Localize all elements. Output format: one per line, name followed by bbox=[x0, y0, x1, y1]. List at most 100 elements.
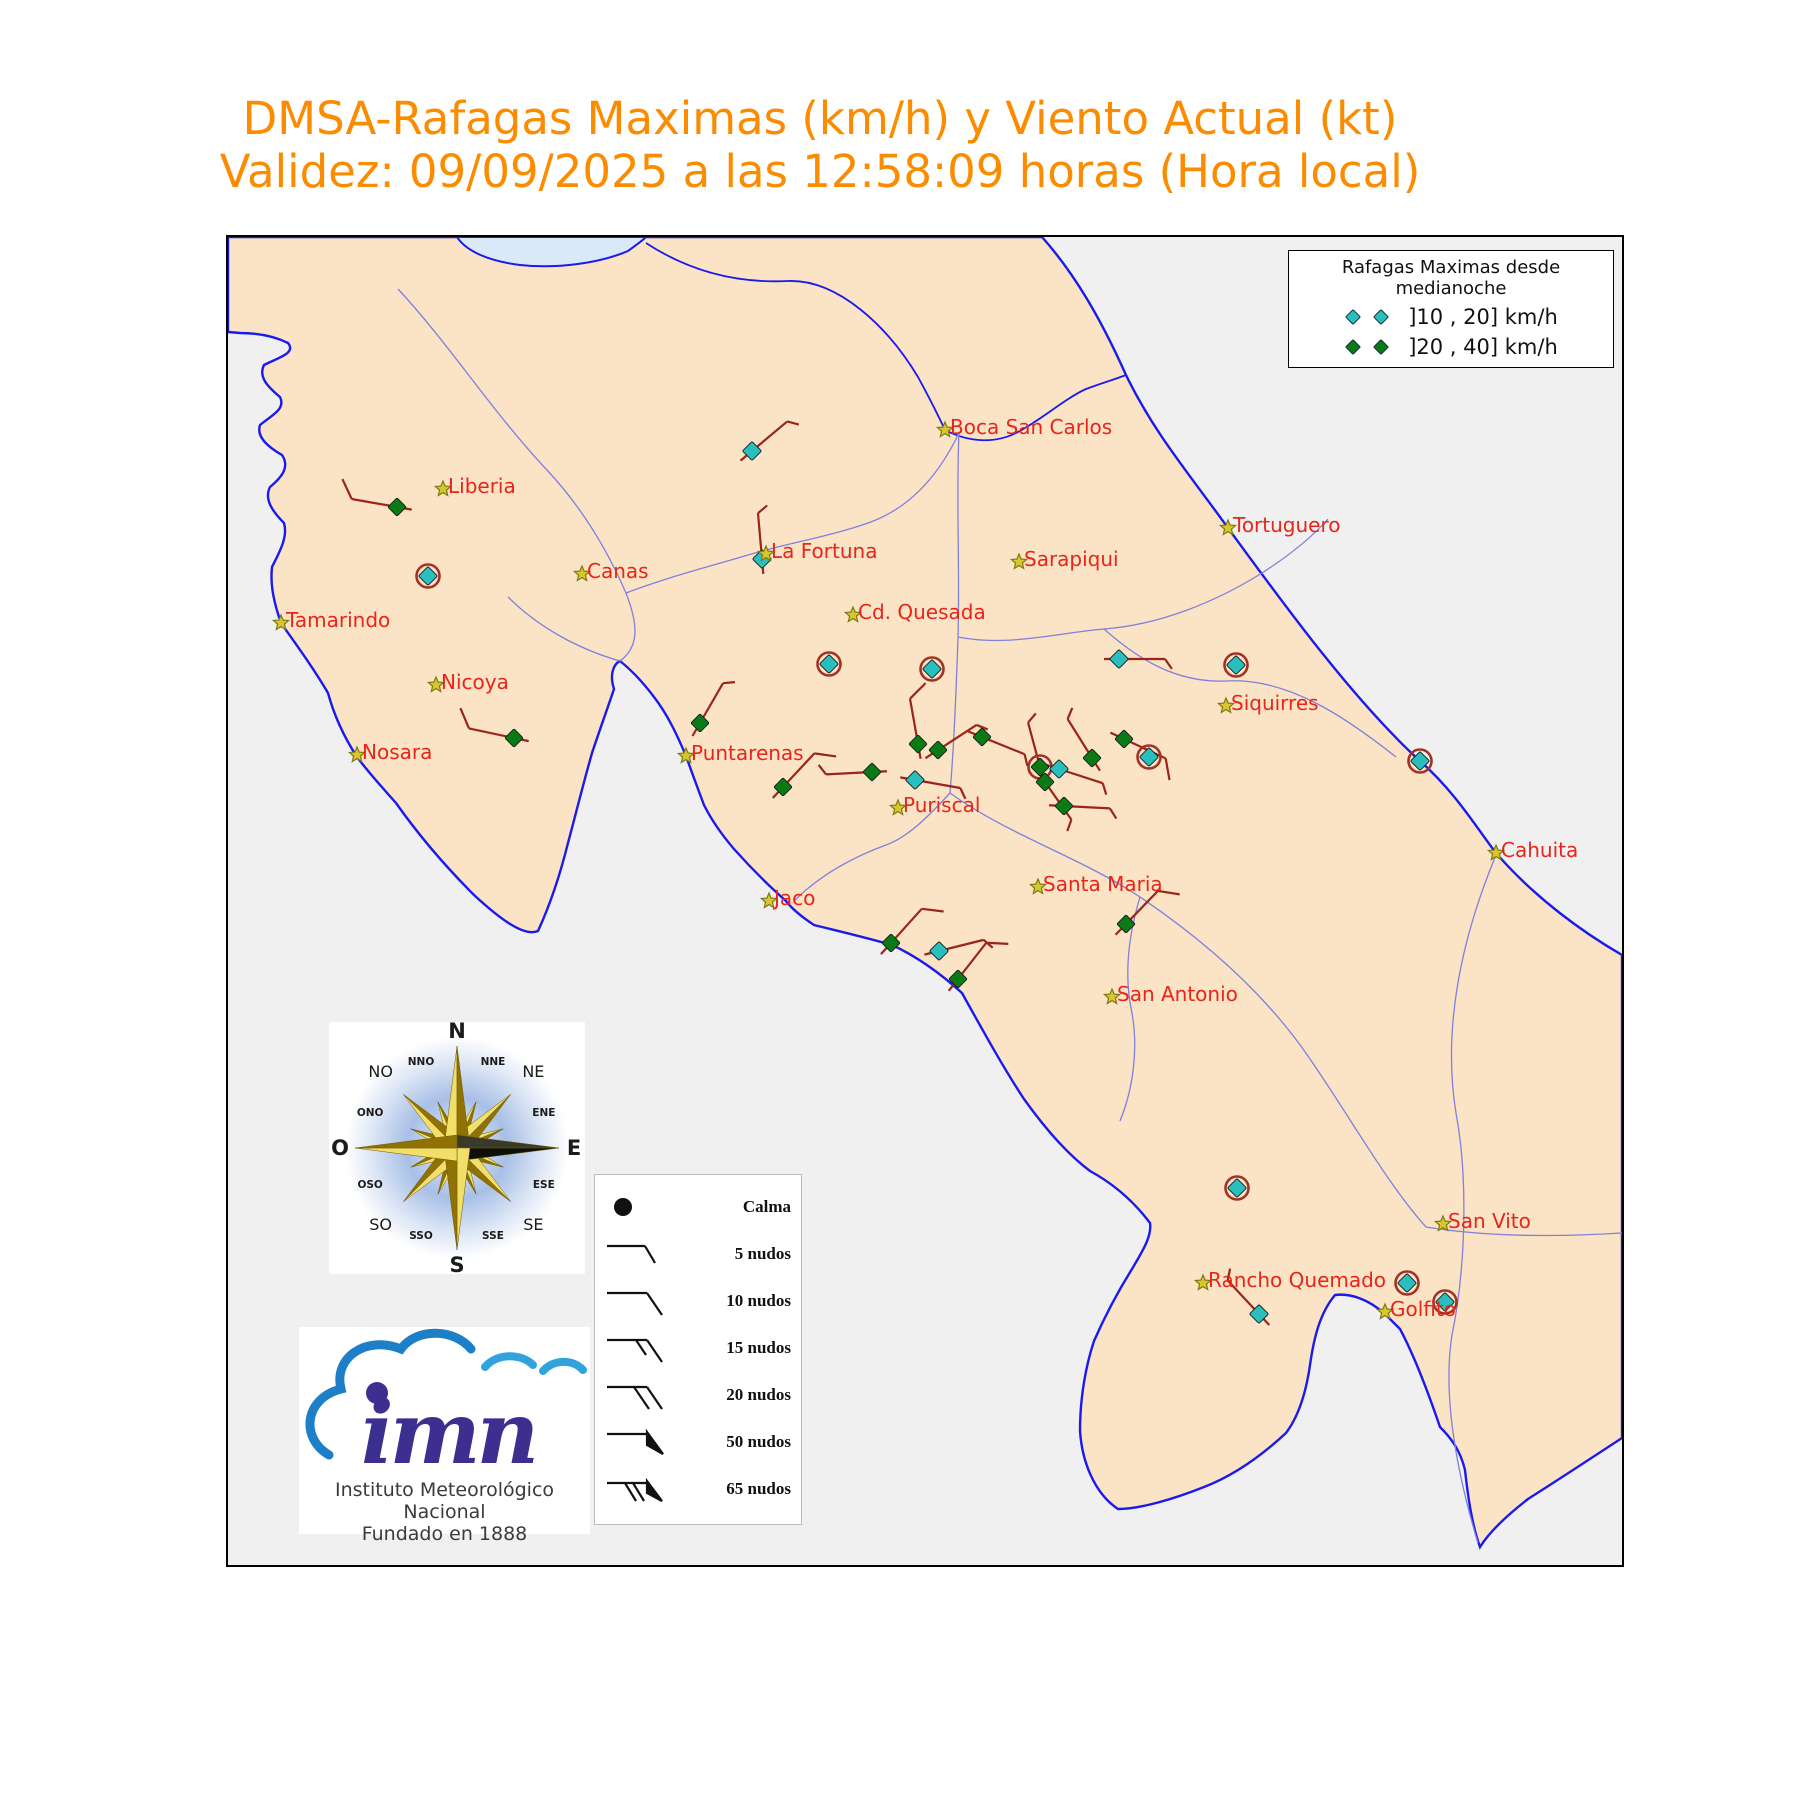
city: Boca San Carlos bbox=[935, 415, 1112, 439]
cloud-outline bbox=[305, 1328, 476, 1460]
city: San Antonio bbox=[1102, 982, 1238, 1006]
station-marker bbox=[1035, 772, 1055, 792]
city-star-icon bbox=[676, 746, 696, 764]
wind-barb-legend: Calma 5 nudos 10 nudos 15 nudos 20 nudos 50 n… bbox=[594, 1174, 802, 1525]
city-label: Tortuguero bbox=[1232, 513, 1341, 537]
costa-rica-map: Liberia Canas Tamarindo Nicoya Nosara Puntare… bbox=[228, 237, 1622, 1550]
compass-label: ENE bbox=[532, 1107, 555, 1119]
city-star-icon bbox=[1375, 1302, 1395, 1320]
station-marker bbox=[1394, 1270, 1420, 1296]
logo-mark: imn bbox=[361, 1383, 535, 1477]
wind-legend-label: Calma bbox=[742, 1196, 791, 1216]
city: Rancho Quemado bbox=[1193, 1268, 1386, 1292]
cloud-arc-small-2 bbox=[539, 1357, 587, 1375]
city: San Vito bbox=[1433, 1209, 1531, 1233]
city: Cahuita bbox=[1486, 838, 1578, 862]
station-ring bbox=[1394, 1270, 1420, 1296]
station-ring bbox=[919, 656, 945, 682]
green-gust-marker bbox=[862, 762, 882, 782]
green-gust-marker bbox=[1030, 757, 1050, 777]
city: Puntarenas bbox=[676, 741, 804, 765]
logo-founded-line: Fundado en 1888 bbox=[361, 1523, 528, 1545]
city: Tamarindo bbox=[271, 608, 390, 632]
cyan-gust-marker bbox=[1227, 1178, 1247, 1198]
city: Puriscal bbox=[888, 793, 980, 817]
gust-diamond-icon bbox=[1345, 339, 1361, 355]
city-star-icon bbox=[572, 564, 592, 582]
compass-label: NNO bbox=[408, 1056, 435, 1068]
city: Nicoya bbox=[426, 670, 509, 694]
city-label: Cahuita bbox=[1501, 838, 1578, 862]
green-gust-marker bbox=[948, 969, 968, 989]
wind-legend-row: 10 nudos bbox=[605, 1277, 791, 1324]
green-gust-marker bbox=[1035, 772, 1055, 792]
city-label: Cd. Quesada bbox=[858, 600, 986, 624]
station-marker bbox=[1136, 744, 1162, 770]
cyan-gust-marker bbox=[1226, 655, 1246, 675]
station-ring bbox=[1136, 744, 1162, 770]
city: Santa Maria bbox=[1028, 872, 1163, 896]
cyan-gust-marker bbox=[929, 941, 949, 961]
compass-label: S bbox=[449, 1253, 464, 1274]
city: Canas bbox=[572, 559, 649, 583]
title-line-1: DMSA-Rafagas Maximas (km/h) y Viento Act… bbox=[242, 92, 1398, 145]
wind-legend-label: 50 nudos bbox=[726, 1431, 791, 1451]
city-label: Tamarindo bbox=[285, 608, 390, 632]
city-star-icon bbox=[1193, 1273, 1213, 1291]
station-marker bbox=[1054, 796, 1074, 816]
gust-legend-label: ]20 , 40] km/h bbox=[1408, 335, 1558, 359]
wind-legend-label: 15 nudos bbox=[726, 1337, 791, 1357]
station-ring bbox=[816, 651, 842, 677]
compass-label: NO bbox=[368, 1062, 393, 1081]
station-marker bbox=[928, 740, 948, 760]
city-label: Canas bbox=[587, 559, 649, 583]
wind-barb-symbol-50 bbox=[607, 1428, 664, 1455]
wind-legend-label: 10 nudos bbox=[726, 1290, 791, 1310]
green-gust-marker bbox=[972, 727, 992, 747]
station-marker bbox=[1082, 748, 1102, 768]
station-marker bbox=[1223, 652, 1249, 678]
station-marker bbox=[1407, 748, 1433, 774]
city-star-icon bbox=[1102, 987, 1122, 1005]
green-gust-marker bbox=[504, 728, 524, 748]
city: Siquirres bbox=[1216, 691, 1319, 715]
title-line-2: Validez: 09/09/2025 a las 12:58:09 horas… bbox=[219, 145, 1421, 199]
station-marker bbox=[1114, 729, 1134, 749]
city-label: Puriscal bbox=[903, 793, 980, 817]
wind-barb-symbol-5 bbox=[607, 1244, 656, 1264]
station-ring bbox=[1223, 652, 1249, 678]
compass-label: ESE bbox=[533, 1179, 555, 1191]
station-marker bbox=[905, 770, 925, 790]
city-label: Nosara bbox=[362, 740, 432, 764]
station-ring bbox=[1432, 1289, 1458, 1315]
city-label: Santa Maria bbox=[1043, 872, 1163, 896]
wind-barb-symbol-65 bbox=[607, 1477, 663, 1502]
wind-barb-symbol-20 bbox=[607, 1385, 663, 1410]
city: Jaco bbox=[759, 886, 815, 910]
wind-barb-symbol-15 bbox=[607, 1338, 663, 1363]
station-marker bbox=[862, 762, 882, 782]
station-marker bbox=[690, 713, 710, 733]
station-ring bbox=[415, 563, 441, 589]
gust-legend-row: ]20 , 40] km/h bbox=[1293, 335, 1609, 359]
city-label: Siquirres bbox=[1231, 691, 1319, 715]
wind-legend-label: 5 nudos bbox=[734, 1243, 791, 1263]
city-star-icon bbox=[756, 544, 776, 562]
cyan-gust-marker bbox=[1249, 1304, 1269, 1324]
green-gust-marker bbox=[773, 777, 793, 797]
compass-label: N bbox=[448, 1022, 466, 1043]
station-marker bbox=[919, 656, 945, 682]
wind-legend-row: 65 nudos bbox=[605, 1465, 791, 1512]
city: Tortuguero bbox=[1218, 513, 1341, 537]
wind-legend-row: 15 nudos bbox=[605, 1324, 791, 1371]
city-star-icon bbox=[1486, 843, 1506, 861]
lake-nicaragua bbox=[455, 237, 648, 268]
cyan-gust-marker bbox=[922, 659, 942, 679]
logo-i-dot bbox=[366, 1382, 388, 1404]
city: Nosara bbox=[347, 740, 432, 764]
wind-legend-row: 5 nudos bbox=[605, 1230, 791, 1277]
station-marker bbox=[1249, 1304, 1269, 1324]
city-star-icon bbox=[1218, 518, 1238, 536]
green-gust-marker bbox=[908, 734, 928, 754]
